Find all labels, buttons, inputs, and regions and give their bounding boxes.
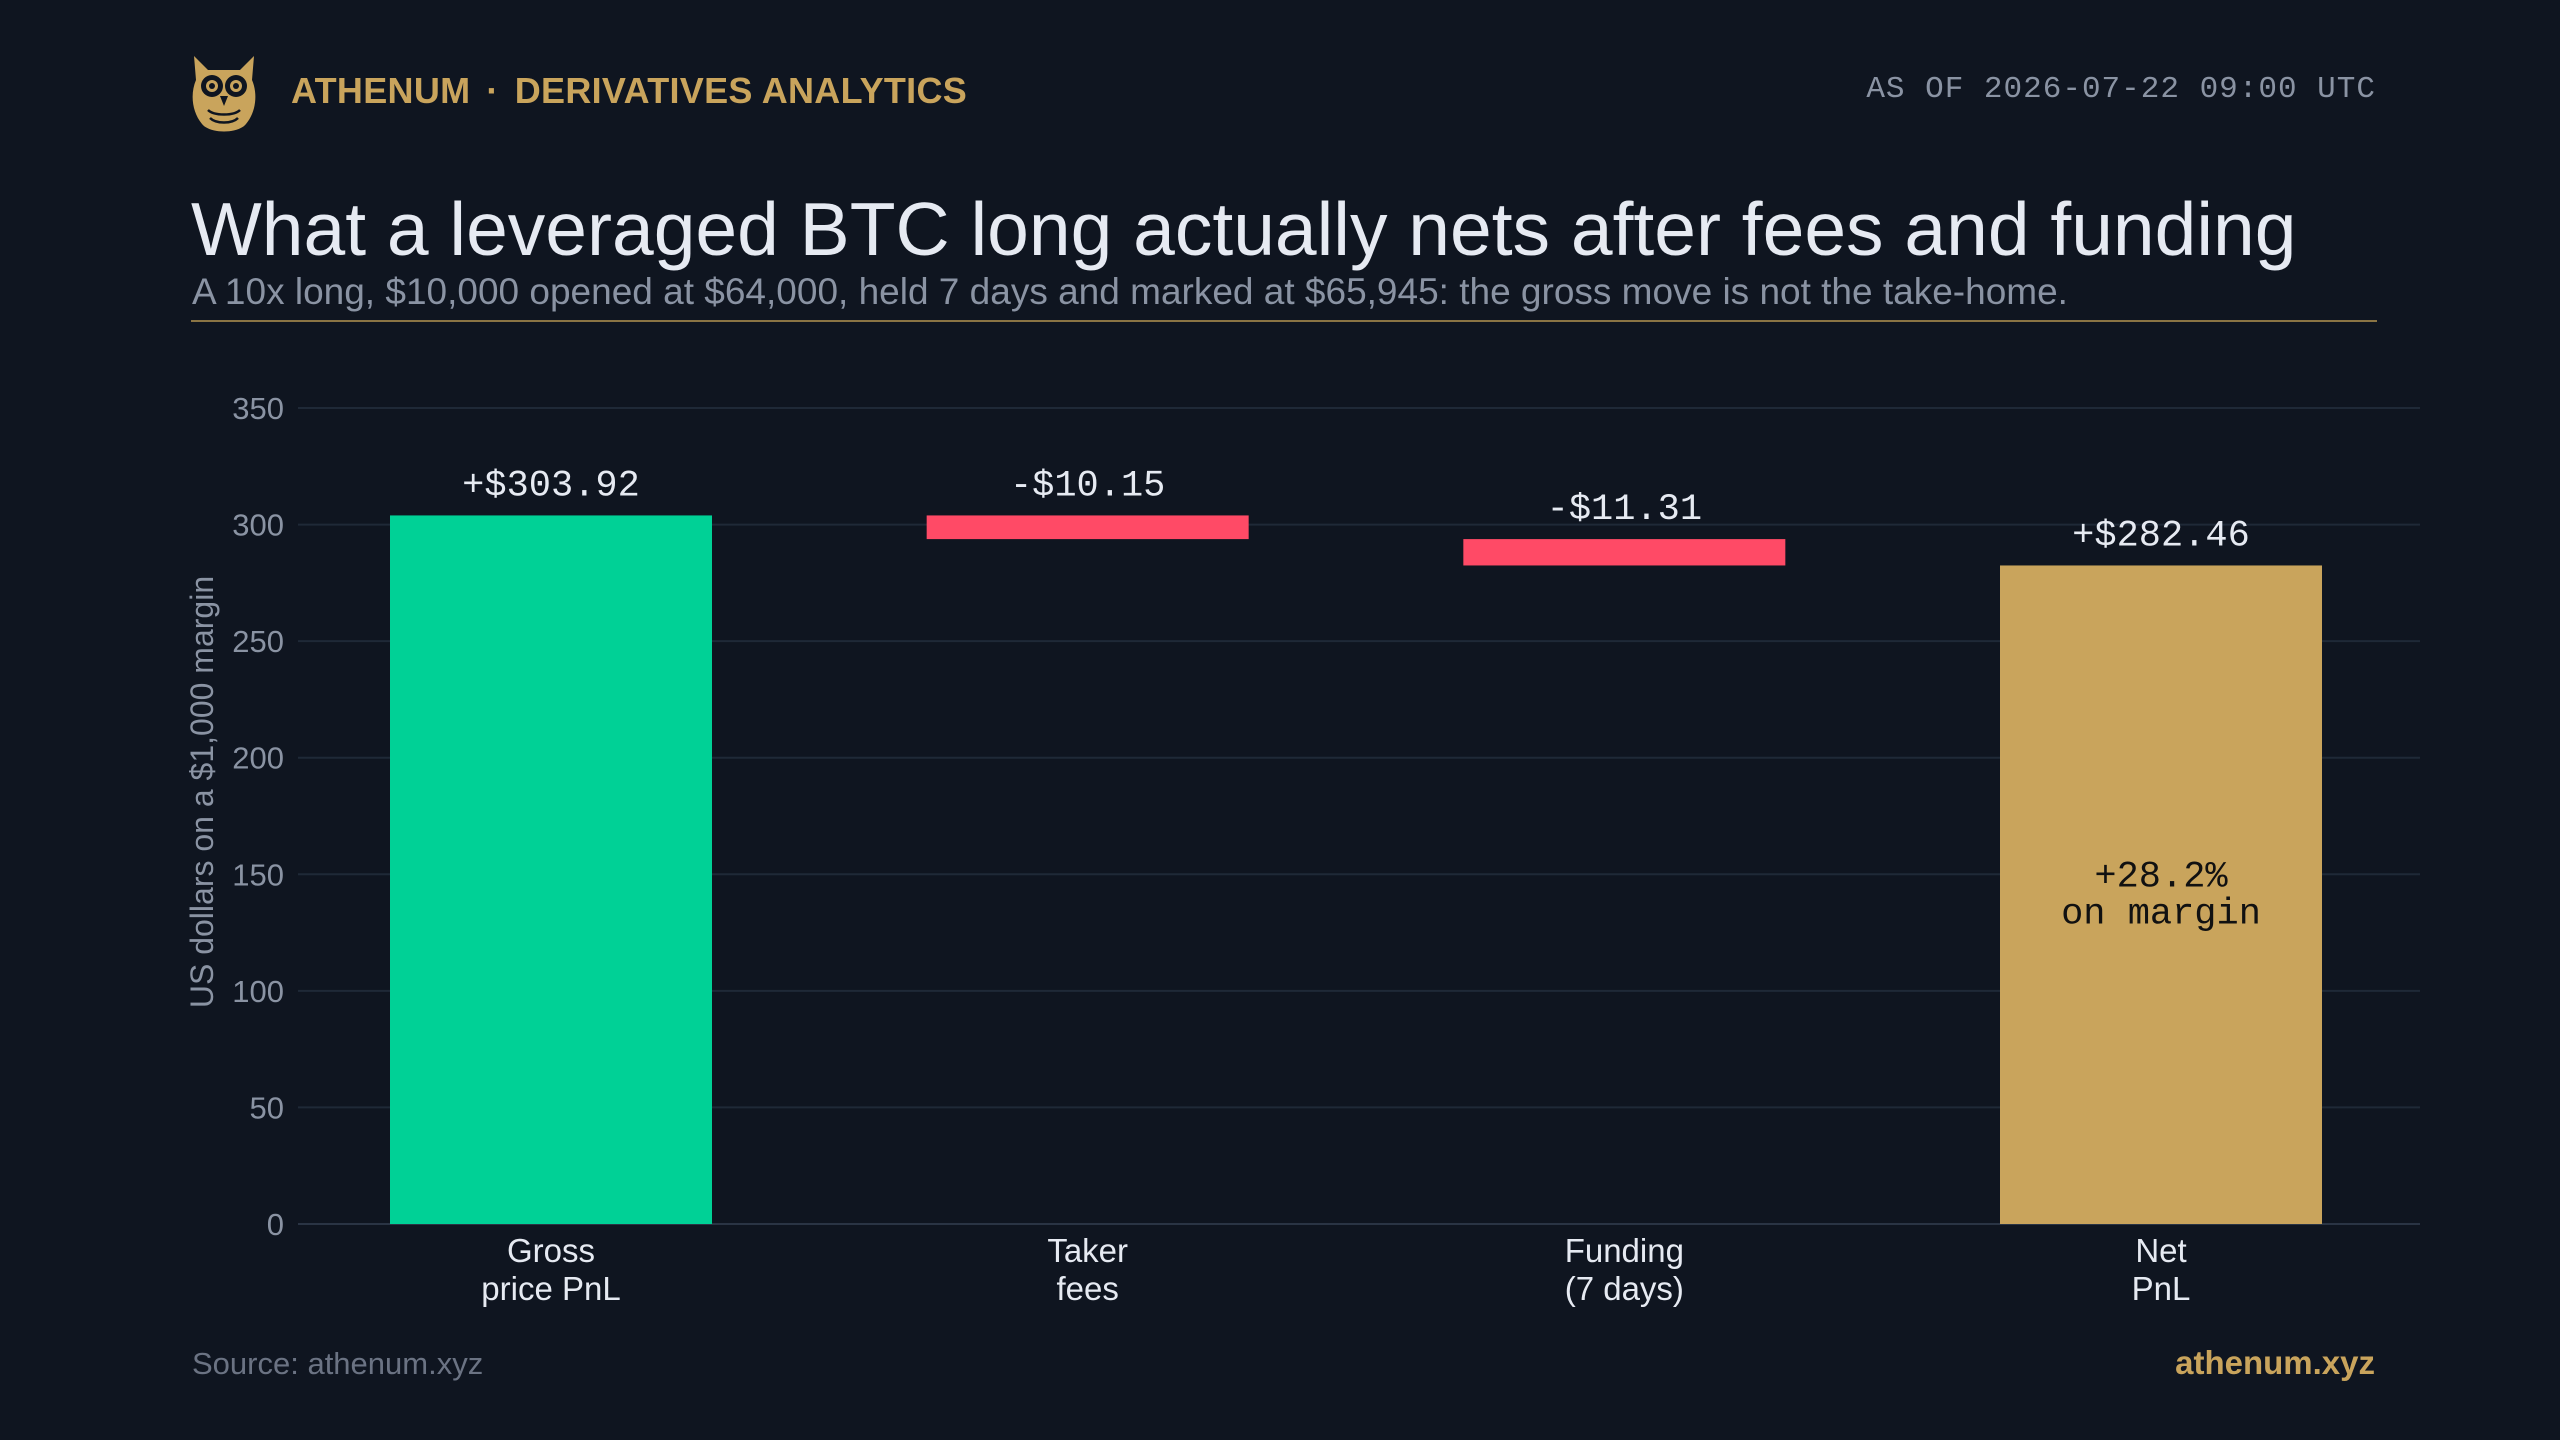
x-tick-label: (7 days) [1565, 1270, 1684, 1307]
data-label: +$282.46 [2072, 515, 2250, 557]
as-of-timestamp: AS OF 2026-07-22 09:00 UTC [1866, 72, 2376, 107]
x-tick-label: fees [1056, 1270, 1118, 1307]
y-tick-label: 0 [267, 1207, 284, 1242]
label-layer: 0 50 100 150 200 250 300 350 +$303.92 Grossprice … [232, 391, 2261, 1307]
x-tick-label: price PnL [481, 1270, 620, 1307]
bar-loss [926, 515, 1249, 540]
y-tick-label: 100 [232, 974, 284, 1009]
bar-layer [390, 515, 2322, 1224]
y-tick-label: 50 [250, 1090, 284, 1125]
x-tick-label: Net [2135, 1232, 2186, 1269]
bar-inner-label: on margin [2061, 894, 2261, 936]
brand-separator: · [486, 70, 499, 111]
brand-name: ATHENUM [291, 70, 471, 111]
y-tick-label: 350 [232, 391, 284, 426]
data-label: -$11.31 [1547, 489, 1702, 531]
brand: ATHENUM · DERIVATIVES ANALYTICS [291, 70, 967, 112]
y-tick-label: 300 [232, 508, 284, 543]
page-title: What a leveraged BTC long actually nets … [191, 187, 2297, 271]
x-tick-label: PnL [2132, 1270, 2191, 1307]
bar-net [2000, 565, 2322, 1224]
x-tick-label: Funding [1565, 1232, 1684, 1269]
bar-gain [390, 515, 712, 1224]
page-subtitle: A 10x long, $10,000 opened at $64,000, h… [192, 271, 2068, 312]
owl-icon [192, 56, 256, 132]
bar-inner-label: +28.2% [2094, 857, 2228, 899]
bar-loss [1463, 539, 1786, 566]
x-tick-label: Taker [1047, 1232, 1128, 1269]
x-tick-label: Gross [507, 1232, 595, 1269]
data-label: -$10.15 [1010, 465, 1165, 507]
y-tick-label: 150 [232, 857, 284, 892]
brand-section: DERIVATIVES ANALYTICS [514, 70, 968, 111]
title-divider [191, 320, 2377, 322]
site-link[interactable]: athenum.xyz [2175, 1344, 2375, 1381]
y-tick-label: 200 [232, 741, 284, 776]
y-axis-label: US dollars on a $1,000 margin [184, 576, 220, 1008]
data-label: +$303.92 [462, 465, 640, 507]
source-note: Source: athenum.xyz [192, 1346, 484, 1381]
y-tick-label: 250 [232, 624, 284, 659]
